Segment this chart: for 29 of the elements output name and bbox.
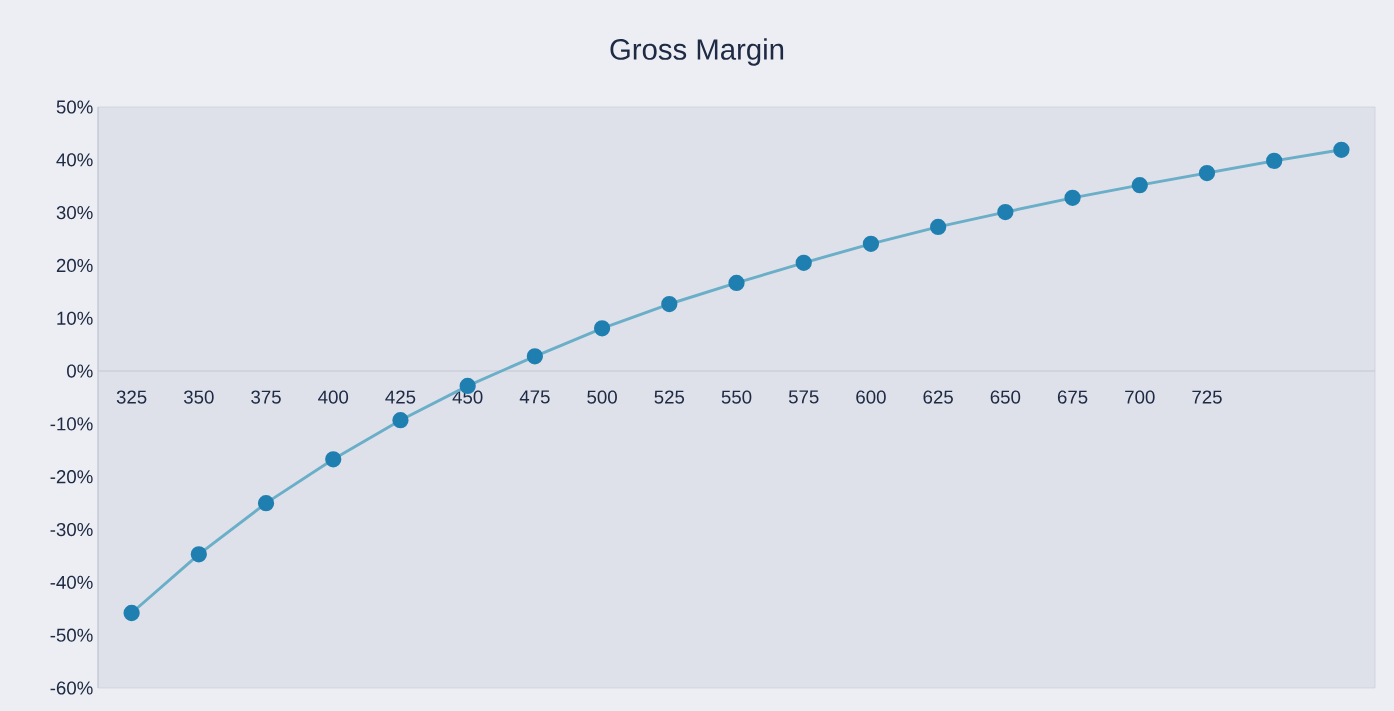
x-tick-label: 350 <box>183 390 214 404</box>
y-tick-label: 0% <box>67 364 93 378</box>
y-tick-label: -40% <box>50 575 93 589</box>
x-tick-label: 375 <box>251 390 281 404</box>
chart-title: Gross Margin <box>610 38 784 66</box>
y-tick-label: 50% <box>56 100 93 114</box>
x-tick-label: 425 <box>385 390 416 404</box>
x-tick-label: 550 <box>721 390 752 404</box>
x-tick-label: 400 <box>318 390 349 404</box>
y-tick-label: -10% <box>50 417 93 431</box>
y-tick-label: -20% <box>50 470 93 484</box>
x-tick-label: 500 <box>587 390 617 404</box>
x-tick-label: 625 <box>923 390 953 404</box>
x-tick-label: 475 <box>519 390 550 404</box>
x-tick-label: 575 <box>788 390 819 404</box>
x-tick-label: 525 <box>654 390 685 404</box>
x-tick-label: 325 <box>116 390 147 404</box>
y-tick-label: -60% <box>50 681 93 695</box>
x-tick-label: 700 <box>1125 390 1155 404</box>
x-tick-label: 600 <box>856 390 886 404</box>
y-tick-label: -50% <box>50 628 93 642</box>
y-tick-label: 20% <box>56 258 93 273</box>
y-tick-label: 40% <box>56 153 93 167</box>
x-tick-label: 725 <box>1192 390 1222 404</box>
y-tick-label: 10% <box>57 311 93 325</box>
x-tick-label: 650 <box>990 390 1021 404</box>
x-tick-label: 675 <box>1057 390 1088 404</box>
y-tick-label: 30% <box>56 206 93 220</box>
y-tick-label: -30% <box>50 522 93 537</box>
